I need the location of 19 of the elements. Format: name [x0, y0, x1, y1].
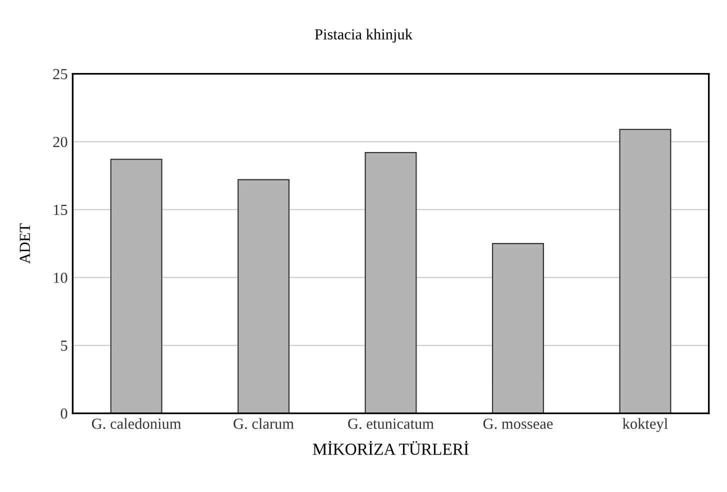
bar	[238, 179, 290, 414]
y-tick-label: 5	[61, 340, 68, 351]
x-tick-label: G. mosseae	[483, 418, 553, 429]
y-tick-label: 10	[54, 272, 68, 283]
x-tick-label: G. caledonium	[92, 418, 182, 429]
y-axis-title: ADET	[20, 223, 30, 264]
bar	[619, 128, 672, 414]
x-tick-label: G. etunicatum	[348, 418, 434, 429]
bar	[110, 158, 162, 414]
chart-title: Pistacia khinjuk	[314, 28, 413, 43]
y-tick-label: 15	[54, 204, 68, 216]
bar	[364, 152, 417, 414]
bar	[492, 242, 544, 414]
y-tick-label: 0	[60, 408, 68, 419]
y-tick-label: 20	[53, 136, 68, 148]
x-tick-label: kokteyl	[622, 418, 668, 432]
x-axis-title: MİKORİZA TÜRLERİ	[312, 441, 468, 455]
y-tick-label: 25	[53, 68, 68, 80]
x-tick-label: G. clarum	[234, 418, 294, 429]
